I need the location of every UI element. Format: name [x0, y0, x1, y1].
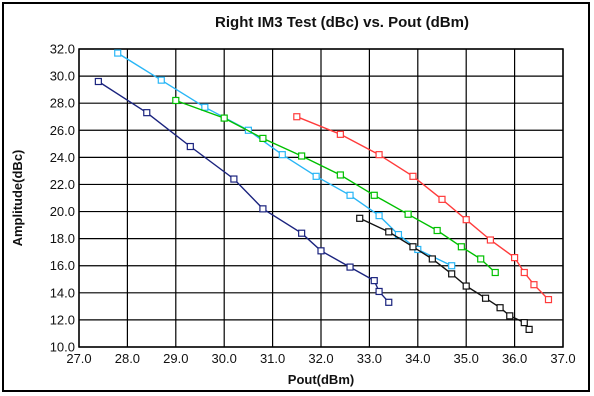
y-tick-label: 30.0 — [50, 69, 75, 84]
x-tick-label: 33.0 — [357, 351, 382, 366]
data-point — [496, 304, 504, 312]
series-1 — [114, 49, 456, 270]
data-point — [259, 205, 267, 213]
y-axis-label: Amplitude(dBc) — [10, 150, 25, 247]
data-point — [346, 191, 354, 199]
data-point — [278, 151, 286, 159]
data-point — [462, 216, 470, 224]
chart-frame — [2, 2, 590, 392]
data-point — [428, 255, 436, 263]
data-point — [346, 263, 354, 271]
data-point — [143, 109, 151, 117]
data-point — [230, 175, 238, 183]
x-tick-label: 36.0 — [502, 351, 527, 366]
data-point — [486, 236, 494, 244]
y-tick-label: 12.0 — [50, 312, 75, 327]
data-point — [457, 243, 465, 251]
x-tick-label: 28.0 — [115, 351, 140, 366]
data-point — [317, 247, 325, 255]
x-tick-label: 32.0 — [308, 351, 333, 366]
data-point — [336, 130, 344, 138]
data-point — [336, 171, 344, 179]
data-point — [385, 228, 393, 236]
data-point — [525, 325, 533, 333]
x-tick-label: 35.0 — [454, 351, 479, 366]
y-tick-label: 24.0 — [50, 150, 75, 165]
x-tick-label: 37.0 — [550, 351, 575, 366]
data-point — [448, 262, 456, 270]
data-point — [259, 134, 267, 142]
series-0 — [94, 77, 393, 306]
x-tick-label: 31.0 — [260, 351, 285, 366]
data-point — [506, 312, 514, 320]
x-tick-label: 34.0 — [405, 351, 430, 366]
y-tick-label: 26.0 — [50, 123, 75, 138]
data-point — [186, 142, 194, 151]
grid — [78, 48, 564, 348]
y-tick-label: 20.0 — [50, 204, 75, 219]
data-point — [409, 172, 417, 180]
data-point — [370, 277, 378, 285]
data-point — [114, 49, 122, 57]
data-point — [172, 96, 180, 105]
y-tick-label: 16.0 — [50, 258, 75, 273]
data-point — [356, 214, 364, 222]
chart-title: Right IM3 Test (dBc) vs. Pout (dBm) — [215, 14, 469, 31]
data-point — [491, 268, 499, 277]
data-point — [375, 287, 383, 296]
data-point — [530, 281, 538, 289]
data-point — [409, 243, 417, 251]
x-tick-label: 30.0 — [212, 351, 237, 366]
data-point — [520, 319, 528, 327]
data-point — [375, 212, 383, 220]
data-point — [94, 77, 102, 86]
data-point — [220, 114, 228, 122]
data-point — [312, 172, 320, 180]
x-tick-label: 27.0 — [66, 351, 91, 366]
y-tick-label: 22.0 — [50, 177, 75, 192]
plot-border — [78, 48, 564, 348]
data-point — [201, 103, 209, 111]
data-point — [298, 229, 306, 237]
series-3 — [293, 113, 553, 304]
data-point — [544, 295, 553, 304]
x-tick-label: 29.0 — [163, 351, 188, 366]
series-group — [94, 49, 553, 333]
data-point — [511, 254, 519, 262]
data-point — [438, 195, 446, 203]
data-point — [385, 298, 393, 306]
data-point — [375, 151, 383, 159]
data-point — [293, 113, 301, 121]
data-point — [477, 255, 485, 263]
y-tick-label: 28.0 — [50, 96, 75, 111]
data-point — [481, 294, 490, 302]
series-4 — [356, 214, 533, 333]
data-point — [157, 76, 165, 84]
data-point — [370, 191, 378, 199]
y-tick-label: 10.0 — [50, 340, 75, 355]
tick-labels: 27.0 28.0 29.0 30.0 31.0 32.0 33.0 34.0 35.0 36.0… — [50, 42, 576, 367]
y-tick-label: 32.0 — [50, 42, 75, 57]
data-point — [520, 268, 528, 277]
data-point — [448, 270, 456, 278]
data-point — [404, 210, 412, 218]
y-tick-label: 18.0 — [50, 231, 75, 246]
series-line — [296, 116, 550, 301]
data-point — [298, 152, 306, 160]
y-tick-label: 14.0 — [50, 285, 75, 300]
x-axis-label: Pout(dBm) — [288, 372, 354, 387]
series-2 — [172, 96, 499, 277]
data-point — [462, 282, 470, 290]
data-point — [433, 226, 441, 235]
